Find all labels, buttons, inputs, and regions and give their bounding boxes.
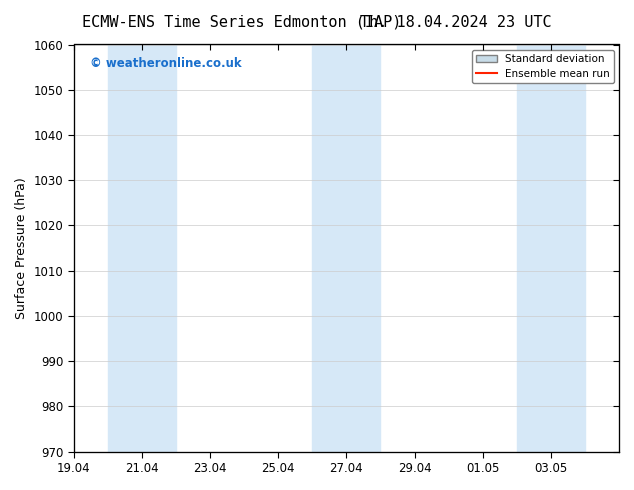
- Text: Th. 18.04.2024 23 UTC: Th. 18.04.2024 23 UTC: [360, 15, 552, 30]
- Text: ECMW-ENS Time Series Edmonton (IAP): ECMW-ENS Time Series Edmonton (IAP): [82, 15, 402, 30]
- Bar: [313, 45, 380, 452]
- Y-axis label: Surface Pressure (hPa): Surface Pressure (hPa): [15, 177, 28, 319]
- Bar: [517, 45, 585, 452]
- Bar: [108, 45, 176, 452]
- Legend: Standard deviation, Ensemble mean run: Standard deviation, Ensemble mean run: [472, 49, 614, 83]
- Text: © weatheronline.co.uk: © weatheronline.co.uk: [90, 57, 242, 70]
